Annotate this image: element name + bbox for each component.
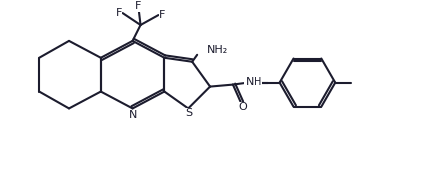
Text: F: F [159, 10, 166, 20]
Text: O: O [239, 102, 247, 112]
Text: N: N [128, 110, 137, 120]
Text: NH₂: NH₂ [207, 45, 229, 55]
Text: N: N [246, 77, 254, 87]
Text: F: F [135, 1, 142, 11]
Text: F: F [115, 8, 122, 18]
Text: H: H [250, 76, 258, 86]
Text: H: H [254, 77, 261, 87]
Text: N: N [244, 76, 253, 86]
Text: S: S [186, 108, 193, 118]
